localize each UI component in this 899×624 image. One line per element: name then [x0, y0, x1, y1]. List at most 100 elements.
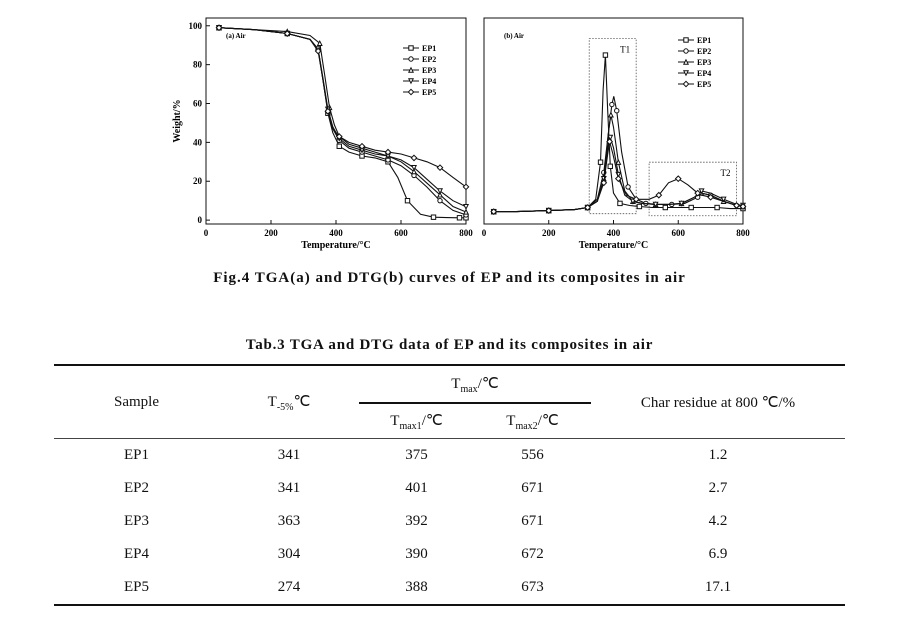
cell-char: 6.9 — [708, 546, 728, 562]
cell-char: 1.2 — [708, 447, 728, 463]
x-tick-label: 0 — [482, 228, 487, 238]
y-tick-label: 100 — [189, 21, 203, 31]
series-ep5 — [490, 138, 747, 216]
table-row: EP1 341 375 556 1.2 — [54, 439, 845, 473]
cell-tmax1: 388 — [359, 571, 474, 606]
data-point — [430, 214, 437, 220]
data-point — [437, 197, 443, 204]
cell-sample: EP5 — [54, 571, 219, 606]
header-tmax1-sub: max1 — [399, 420, 422, 432]
legend-label: EP3 — [697, 58, 711, 67]
series-line — [218, 27, 467, 188]
legend-label: EP4 — [697, 69, 711, 78]
data-point — [606, 138, 614, 146]
cell-tmax1: 401 — [405, 480, 428, 496]
y-tick-label: 80 — [193, 60, 203, 70]
figure-caption: Fig.4 TGA(a) and DTG(b) curves of EP and… — [213, 270, 686, 286]
data-point — [609, 101, 615, 108]
tga-chart-panel: 0 200 400 600 800 0 20 40 60 80 100 Temperature/°C W… — [166, 10, 474, 258]
header-tmax2: Tmax2/℃ — [474, 403, 591, 439]
data-point — [614, 175, 622, 183]
tga-chart: 0 200 400 600 800 0 20 40 60 80 100 Temperature/°C W… — [172, 17, 473, 251]
header-tmax-sub: max — [460, 383, 478, 395]
cell-t5: 274 — [219, 571, 359, 606]
header-tmax1-main: T — [390, 412, 400, 429]
data-point — [384, 148, 392, 156]
x-tick-label: 400 — [329, 228, 343, 238]
cell-t5: 341 — [277, 480, 301, 496]
data-point — [632, 195, 640, 203]
data-point — [490, 208, 498, 216]
x-tick-label: 0 — [204, 228, 209, 238]
legend-label: EP5 — [697, 80, 711, 89]
data-point — [358, 142, 366, 150]
data-point — [316, 39, 323, 46]
legend-marker — [408, 56, 414, 62]
series-ep3 — [215, 24, 470, 215]
legend-marker — [683, 48, 689, 54]
y-tick-label: 0 — [198, 215, 203, 225]
legend-label: EP1 — [422, 44, 436, 53]
data-point — [410, 154, 418, 162]
data-point — [597, 159, 604, 165]
region-label: T2 — [721, 168, 731, 178]
cell-char: 4.2 — [708, 513, 728, 529]
table-row: EP3 363 392 671 4.2 — [54, 505, 845, 538]
data-point — [314, 47, 322, 55]
data-point — [607, 134, 614, 141]
cell-t5: 341 — [277, 447, 301, 463]
table-row: EP4 304 390 672 6.9 — [54, 538, 845, 571]
x-tick-label: 800 — [459, 228, 473, 238]
header-sample: Sample — [54, 364, 219, 439]
cell-tmax2: 556 — [521, 447, 544, 463]
x-tick-label: 800 — [736, 228, 750, 238]
legend-marker — [407, 78, 415, 85]
data-point — [600, 179, 608, 187]
data-point — [678, 200, 685, 207]
x-tick-label: 600 — [672, 228, 686, 238]
table-row: EP2 341 401 671 2.7 — [54, 472, 845, 505]
legend-label: EP2 — [697, 47, 711, 56]
data-table: Sample T-5%℃ Tmax/℃ Char residue at 800 … — [54, 364, 845, 606]
header-tmax2-main: T — [506, 412, 516, 429]
x-tick-label: 600 — [394, 228, 408, 238]
series-line — [218, 27, 467, 213]
dtg-chart: 0 200 400 600 800 Temperature/°C (b) Air T1 T2 EP… — [482, 17, 750, 251]
data-point — [462, 183, 470, 191]
x-axis-label: Temperature/°C — [579, 240, 649, 251]
legend-marker — [407, 88, 415, 96]
x-tick-label: 200 — [542, 228, 556, 238]
series-line — [493, 55, 743, 213]
legend-label: EP4 — [422, 77, 436, 86]
data-point — [739, 203, 747, 210]
region-box — [648, 161, 737, 217]
data-point — [688, 204, 694, 211]
cell-tmax1: 375 — [405, 447, 428, 463]
header-t5-unit: ℃ — [293, 393, 311, 410]
data-point — [410, 164, 418, 171]
data-point — [404, 197, 411, 204]
data-point — [456, 215, 463, 221]
panel-label: (b) Air — [504, 32, 524, 40]
header-t5: T-5%℃ — [219, 364, 359, 439]
cell-sample: EP2 — [123, 480, 149, 496]
data-point — [584, 204, 592, 211]
data-point — [336, 143, 342, 149]
cell-tmax1: 392 — [405, 513, 428, 529]
table-caption: Tab.3 TGA and DTG data of EP and its com… — [245, 337, 654, 353]
data-point — [655, 191, 663, 199]
cell-sample: EP3 — [123, 513, 149, 529]
header-tmax2-sub: max2 — [515, 420, 538, 432]
data-point — [707, 193, 715, 201]
cell-char: 17.1 — [591, 571, 845, 606]
data-point — [436, 188, 444, 195]
legend-label: EP3 — [422, 66, 436, 75]
data-point — [625, 184, 631, 190]
dtg-chart-panel: 0 200 400 600 800 Temperature/°C (b) Air T1 T2 EP… — [478, 10, 756, 258]
data-point — [674, 175, 682, 183]
header-t5-main: T — [267, 393, 277, 410]
data-point — [698, 188, 705, 195]
header-tmax1: Tmax1/℃ — [359, 403, 474, 439]
header-char: Char residue at 800 ℃/% — [591, 364, 845, 439]
data-point — [694, 189, 702, 197]
